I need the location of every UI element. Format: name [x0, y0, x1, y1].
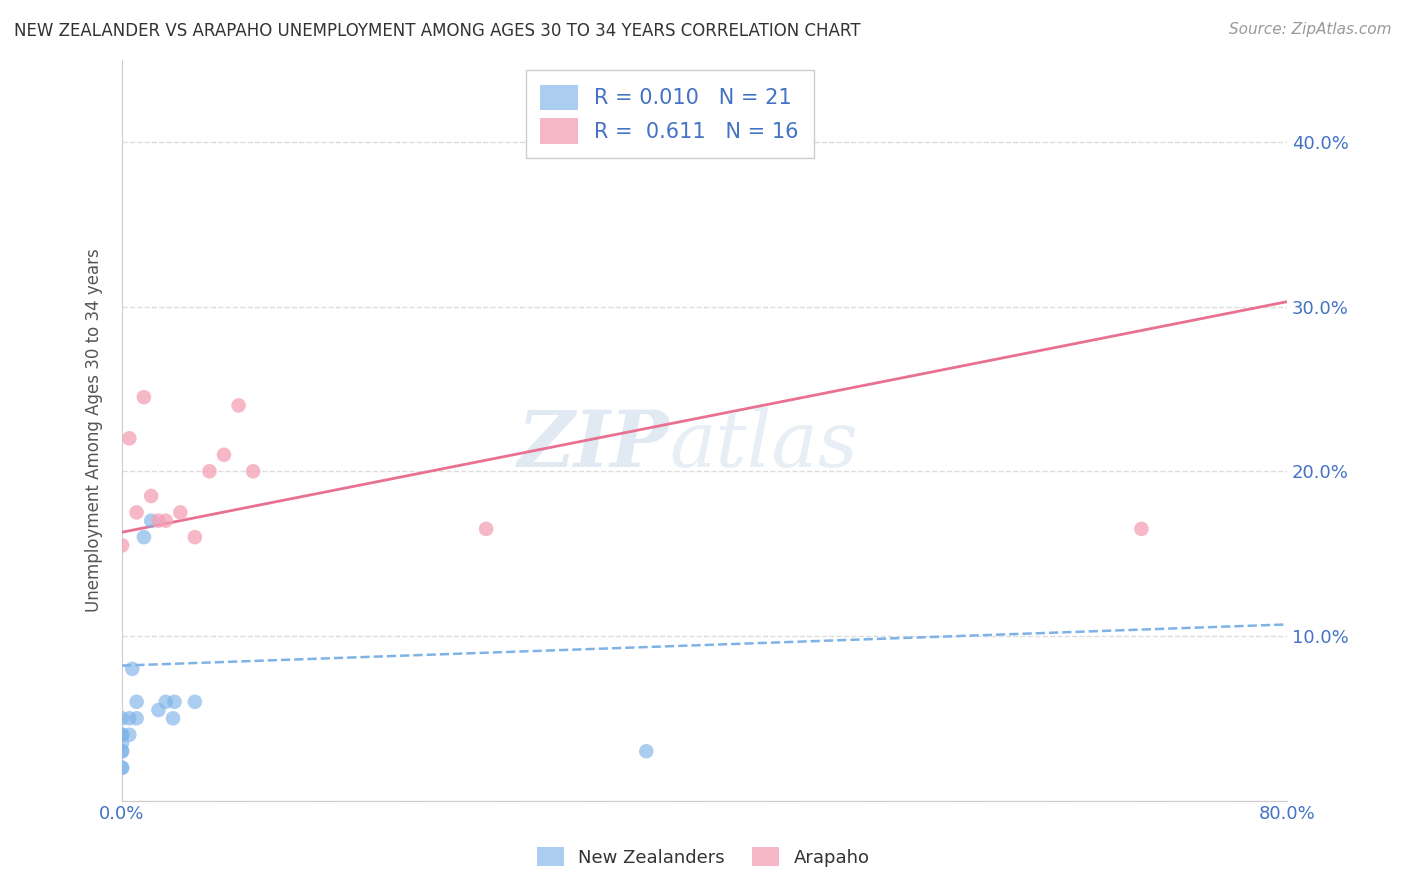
Point — [111, 728, 134, 742]
Point — [111, 744, 134, 758]
Point — [125, 695, 148, 709]
Point — [141, 514, 163, 528]
Point — [1130, 522, 1153, 536]
Point — [132, 530, 155, 544]
Point — [228, 398, 250, 412]
Point — [111, 728, 134, 742]
Point — [242, 464, 264, 478]
Text: atlas: atlas — [669, 407, 859, 483]
Point — [111, 538, 134, 552]
Point — [636, 744, 658, 758]
Point — [125, 711, 148, 725]
Point — [148, 703, 170, 717]
Point — [169, 505, 191, 519]
Y-axis label: Unemployment Among Ages 30 to 34 years: Unemployment Among Ages 30 to 34 years — [86, 248, 103, 612]
Point — [141, 489, 163, 503]
Point — [118, 728, 141, 742]
Point — [155, 514, 177, 528]
Point — [148, 514, 170, 528]
Point — [184, 530, 207, 544]
Text: ZIP: ZIP — [517, 407, 669, 483]
Legend: R = 0.010   N = 21, R =  0.611   N = 16: R = 0.010 N = 21, R = 0.611 N = 16 — [526, 70, 814, 159]
Point — [163, 695, 186, 709]
Point — [111, 736, 134, 750]
Text: Source: ZipAtlas.com: Source: ZipAtlas.com — [1229, 22, 1392, 37]
Point — [111, 744, 134, 758]
Point — [162, 711, 184, 725]
Point — [111, 711, 134, 725]
Point — [475, 522, 498, 536]
Point — [111, 761, 134, 775]
Point — [118, 431, 141, 445]
Point — [111, 761, 134, 775]
Point — [132, 390, 155, 404]
Point — [125, 505, 148, 519]
Point — [212, 448, 235, 462]
Text: NEW ZEALANDER VS ARAPAHO UNEMPLOYMENT AMONG AGES 30 TO 34 YEARS CORRELATION CHAR: NEW ZEALANDER VS ARAPAHO UNEMPLOYMENT AM… — [14, 22, 860, 40]
Point — [121, 662, 143, 676]
Point — [198, 464, 221, 478]
Point — [155, 695, 177, 709]
Point — [184, 695, 207, 709]
Legend: New Zealanders, Arapaho: New Zealanders, Arapaho — [530, 840, 876, 874]
Point — [118, 711, 141, 725]
